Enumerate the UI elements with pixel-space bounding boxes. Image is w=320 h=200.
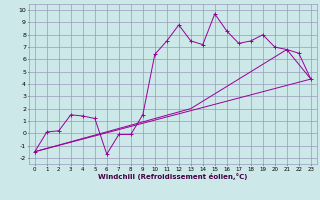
X-axis label: Windchill (Refroidissement éolien,°C): Windchill (Refroidissement éolien,°C): [98, 173, 247, 180]
